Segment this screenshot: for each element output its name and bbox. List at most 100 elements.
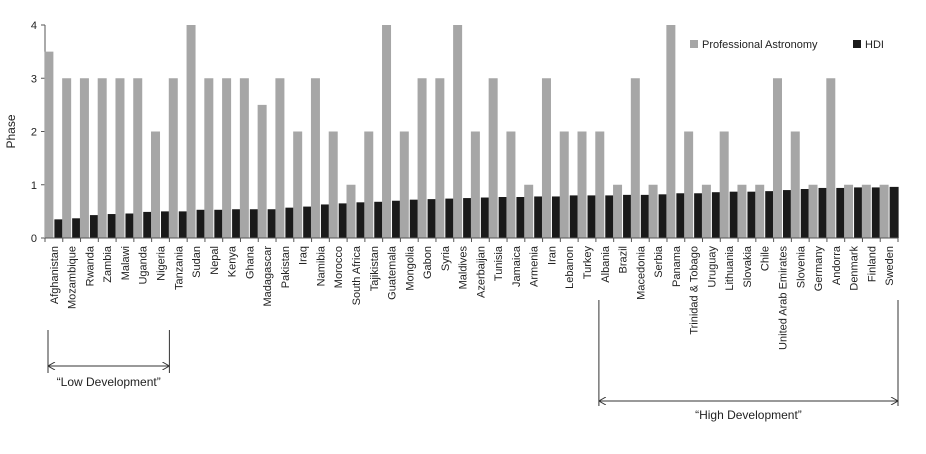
bar-hdi	[694, 193, 704, 238]
category-label: Lithuania	[724, 245, 736, 291]
low-development-bracket: “Low Development”	[47, 330, 170, 389]
bar-professional-astronomy	[808, 184, 818, 238]
bar-hdi	[356, 202, 366, 238]
bar-hdi	[498, 196, 508, 238]
bar-hdi	[214, 209, 224, 238]
bar-professional-astronomy	[62, 78, 72, 238]
bar-hdi	[285, 207, 295, 238]
bar-professional-astronomy	[328, 131, 338, 238]
bar-hdi	[800, 189, 810, 238]
category-label: Nepal	[209, 246, 221, 275]
bar-professional-astronomy	[257, 104, 267, 238]
development-annotations: “Low Development” “High Development”	[47, 300, 899, 422]
bar-professional-astronomy	[790, 131, 800, 238]
bar-hdi	[640, 194, 650, 238]
category-label: Sweden	[884, 246, 896, 286]
bar-hdi	[747, 191, 757, 238]
bar-hdi	[427, 199, 437, 238]
y-tick-label: 3	[31, 73, 37, 85]
bar-professional-astronomy	[559, 131, 569, 238]
bar-hdi	[480, 197, 490, 238]
y-axis: 0 1 2 3 4 Phase	[4, 20, 46, 245]
y-tick-label: 2	[31, 127, 37, 139]
bar-hdi	[303, 206, 313, 238]
bar-professional-astronomy	[275, 78, 285, 238]
category-label: Morocco	[333, 246, 345, 288]
bar-hdi	[587, 195, 597, 238]
bar-professional-astronomy	[222, 78, 232, 238]
bar-professional-astronomy	[772, 78, 782, 238]
bar-professional-astronomy	[755, 184, 765, 238]
bar-hdi	[658, 194, 668, 238]
bar-hdi	[320, 204, 330, 238]
bar-hdi	[676, 193, 686, 238]
category-label: Kenya	[227, 245, 239, 277]
bar-hdi	[534, 196, 544, 238]
bar-hdi	[232, 209, 242, 238]
category-label: United Arab Emirates	[777, 246, 789, 350]
category-label: Finland	[866, 246, 878, 282]
category-label: Brazil	[618, 246, 630, 274]
y-tick-label: 4	[31, 20, 37, 32]
bar-hdi	[765, 191, 775, 238]
bar-professional-astronomy	[186, 25, 196, 238]
category-label: Malawi	[120, 246, 132, 280]
bars	[44, 25, 899, 238]
category-label: Mongolia	[404, 245, 416, 291]
category-label: Iran	[546, 246, 558, 265]
bar-hdi	[836, 187, 846, 238]
legend-swatch-hdi	[853, 40, 861, 48]
bar-professional-astronomy	[595, 131, 605, 238]
bar-hdi	[107, 214, 117, 238]
bar-professional-astronomy	[435, 78, 445, 238]
category-label: Nigeria	[156, 245, 168, 281]
bar-professional-astronomy	[44, 51, 54, 238]
bar-professional-astronomy	[115, 78, 125, 238]
y-tick-label: 1	[31, 180, 37, 192]
bar-hdi	[605, 195, 615, 238]
category-label: Tanzania	[173, 245, 185, 290]
category-label: Rwanda	[84, 245, 96, 286]
category-label: Turkey	[582, 246, 594, 280]
bar-professional-astronomy	[417, 78, 427, 238]
category-label: Tunisia	[493, 245, 505, 281]
bar-hdi	[392, 200, 402, 238]
legend-swatch-professional-astronomy	[690, 40, 698, 48]
bar-hdi	[89, 215, 99, 238]
bar-professional-astronomy	[684, 131, 694, 238]
bar-hdi	[125, 213, 135, 238]
bar-professional-astronomy	[541, 78, 551, 238]
category-label: Uganda	[138, 245, 150, 284]
category-label: Gabon	[422, 246, 434, 279]
category-label: Sudan	[191, 246, 203, 278]
bar-professional-astronomy	[648, 184, 658, 238]
bar-hdi	[161, 211, 171, 238]
category-label: Jamaica	[511, 245, 523, 287]
low-development-label: “Low Development”	[57, 375, 161, 389]
category-label: Germany	[813, 246, 825, 292]
category-label: Azerbaijan	[475, 246, 487, 298]
category-label: Pakistan	[280, 246, 292, 288]
bar-hdi	[178, 211, 188, 238]
bar-professional-astronomy	[737, 184, 747, 238]
high-development-bracket: “High Development”	[598, 300, 899, 422]
bar-hdi	[551, 196, 561, 238]
bar-professional-astronomy	[630, 78, 640, 238]
bar-professional-astronomy	[97, 78, 107, 238]
bar-professional-astronomy	[719, 131, 729, 238]
category-label: Slovakia	[742, 245, 754, 287]
bar-hdi	[143, 211, 153, 238]
bar-professional-astronomy	[844, 184, 854, 238]
category-label: Afghanistan	[49, 246, 61, 304]
bar-hdi	[729, 191, 739, 238]
category-label: Panama	[671, 245, 683, 287]
legend: Professional Astronomy HDI	[690, 39, 884, 51]
bar-professional-astronomy	[488, 78, 498, 238]
bar-professional-astronomy	[293, 131, 303, 238]
category-label: Trinidad & Tobago	[689, 246, 701, 335]
bar-professional-astronomy	[826, 78, 836, 238]
bar-hdi	[409, 199, 419, 238]
bar-professional-astronomy	[310, 78, 320, 238]
bar-professional-astronomy	[577, 131, 587, 238]
